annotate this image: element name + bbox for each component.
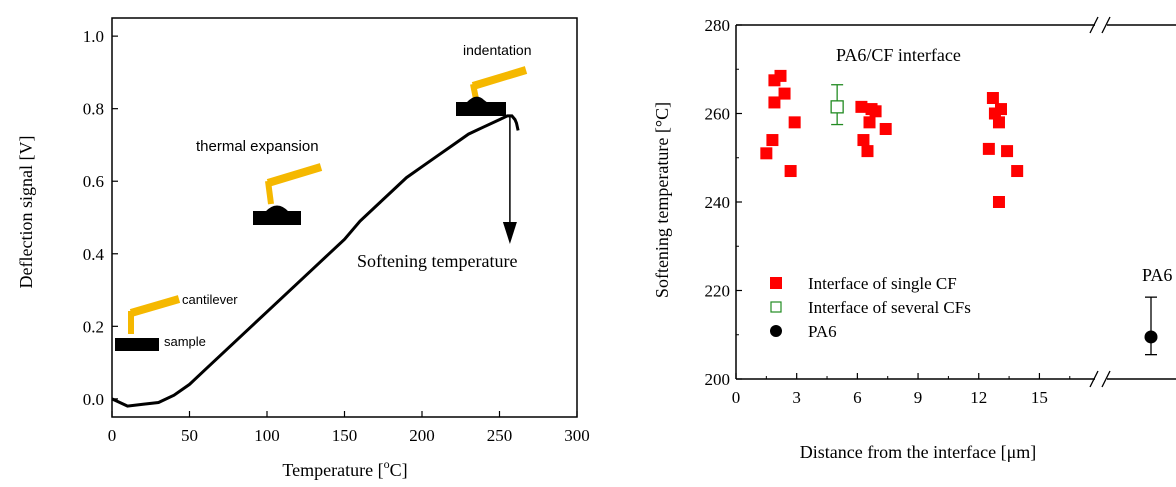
sample-3 bbox=[456, 102, 506, 116]
sample-2-bulge bbox=[265, 205, 289, 212]
data-point-single-cf bbox=[986, 92, 999, 105]
right-xtick-label: 12 bbox=[970, 388, 987, 407]
legend-label: Interface of single CF bbox=[808, 274, 957, 293]
left-ytick-label: 0.2 bbox=[83, 317, 104, 336]
data-point-single-cf bbox=[863, 116, 876, 129]
right-xtick-label: 0 bbox=[732, 388, 741, 407]
legend: Interface of single CF Interface of sever… bbox=[770, 274, 971, 341]
data-point-single-cf bbox=[869, 105, 882, 118]
data-point-single-cf bbox=[992, 196, 1005, 208]
data-point-single-cf bbox=[982, 142, 995, 155]
data-point-single-cf bbox=[855, 100, 868, 113]
data-point-single-cf bbox=[784, 165, 797, 178]
annotation-cantilever: cantilever bbox=[182, 292, 238, 307]
left-xtick-label: 0 bbox=[108, 426, 117, 445]
annotation-softening-temperature: Softening temperature bbox=[357, 251, 517, 271]
data-point-single-cf bbox=[879, 122, 892, 135]
legend-marker-several-cfs bbox=[770, 301, 782, 313]
annotation-sample: sample bbox=[164, 334, 206, 349]
sample-1 bbox=[115, 338, 159, 351]
left-xtick-label: 250 bbox=[487, 426, 513, 445]
left-xlabel: Temperature [oC] bbox=[282, 457, 407, 480]
right-xtick-label: 6 bbox=[853, 388, 862, 407]
left-xtick-label: 150 bbox=[332, 426, 358, 445]
left-ytick-label: 0.6 bbox=[83, 172, 104, 191]
data-point-single-cf bbox=[861, 145, 874, 158]
data-point-single-cf bbox=[988, 107, 1001, 120]
data-point-single-cf bbox=[857, 134, 870, 147]
data-point-single-cf bbox=[778, 87, 791, 100]
right-ytick-label: 200 bbox=[705, 370, 731, 389]
axis-break-mark bbox=[1101, 370, 1111, 388]
right-ytick-label: 220 bbox=[705, 282, 731, 301]
data-point-single-cf bbox=[1001, 145, 1014, 158]
data-point-single-cf bbox=[768, 74, 781, 87]
axis-break-mark bbox=[1101, 16, 1111, 34]
data-point-single-cf bbox=[1011, 165, 1024, 178]
data-point-single-cf bbox=[774, 69, 787, 82]
data-point-single-cf bbox=[788, 116, 801, 129]
data-point-pa6 bbox=[1144, 330, 1158, 344]
cantilever-3-arm bbox=[471, 66, 528, 90]
cantilever-2-tip bbox=[265, 180, 274, 205]
left-xtick-label: 50 bbox=[181, 426, 198, 445]
annotation-indentation: indentation bbox=[463, 42, 532, 58]
softening-arrow-head bbox=[502, 222, 517, 244]
legend-marker-single-cf bbox=[770, 277, 782, 289]
data-point-several-cfs bbox=[830, 100, 844, 114]
right-xtick-label: 3 bbox=[792, 388, 801, 407]
data-point-single-cf bbox=[992, 116, 1005, 129]
right-xtick-label: 15 bbox=[1031, 388, 1048, 407]
right-ytick-label: 260 bbox=[705, 105, 731, 124]
data-point-single-cf bbox=[994, 103, 1007, 116]
cantilever-2-arm bbox=[266, 163, 323, 187]
right-ylabel: Softening temperature [°C] bbox=[652, 102, 672, 298]
right-xlabel: Distance from the interface [μm] bbox=[800, 442, 1037, 462]
left-ylabel: Deflection signal [V] bbox=[16, 136, 36, 289]
right-title: PA6/CF interface bbox=[836, 45, 961, 65]
axis-break-mark bbox=[1089, 16, 1099, 34]
left-xtick-label: 100 bbox=[254, 426, 280, 445]
left-ytick-label: 0.0 bbox=[83, 390, 104, 409]
sample-3-bulge bbox=[466, 96, 488, 103]
legend-label: PA6 bbox=[808, 322, 837, 341]
axis-break-mark bbox=[1089, 370, 1099, 388]
deflection-curve bbox=[111, 114, 520, 408]
legend-label: Interface of several CFs bbox=[808, 298, 971, 317]
cantilever-1-arm bbox=[129, 295, 181, 317]
data-point-single-cf bbox=[865, 103, 878, 116]
deflection-chart: 0 50 100 150 200 250 300 0.0 0.2 0.4 0.6 0.8 1.0 Def… bbox=[16, 17, 590, 480]
legend-marker-pa6 bbox=[770, 325, 782, 337]
annotation-thermal-expansion: thermal expansion bbox=[196, 138, 319, 155]
data-point-single-cf bbox=[768, 96, 781, 109]
left-ytick-label: 0.4 bbox=[83, 245, 105, 264]
left-xtick-label: 300 bbox=[564, 426, 590, 445]
annotation-pa6: PA6 bbox=[1142, 265, 1172, 285]
left-ytick-label: 1.0 bbox=[83, 27, 104, 46]
right-xtick-label: 9 bbox=[914, 388, 923, 407]
data-point-single-cf bbox=[760, 147, 773, 160]
right-ytick-label: 280 bbox=[705, 16, 731, 35]
sample-2 bbox=[253, 211, 301, 225]
left-ytick-label: 0.8 bbox=[83, 100, 104, 119]
right-ytick-label: 240 bbox=[705, 193, 731, 212]
left-xtick-label: 200 bbox=[409, 426, 435, 445]
data-point-single-cf bbox=[766, 134, 779, 147]
